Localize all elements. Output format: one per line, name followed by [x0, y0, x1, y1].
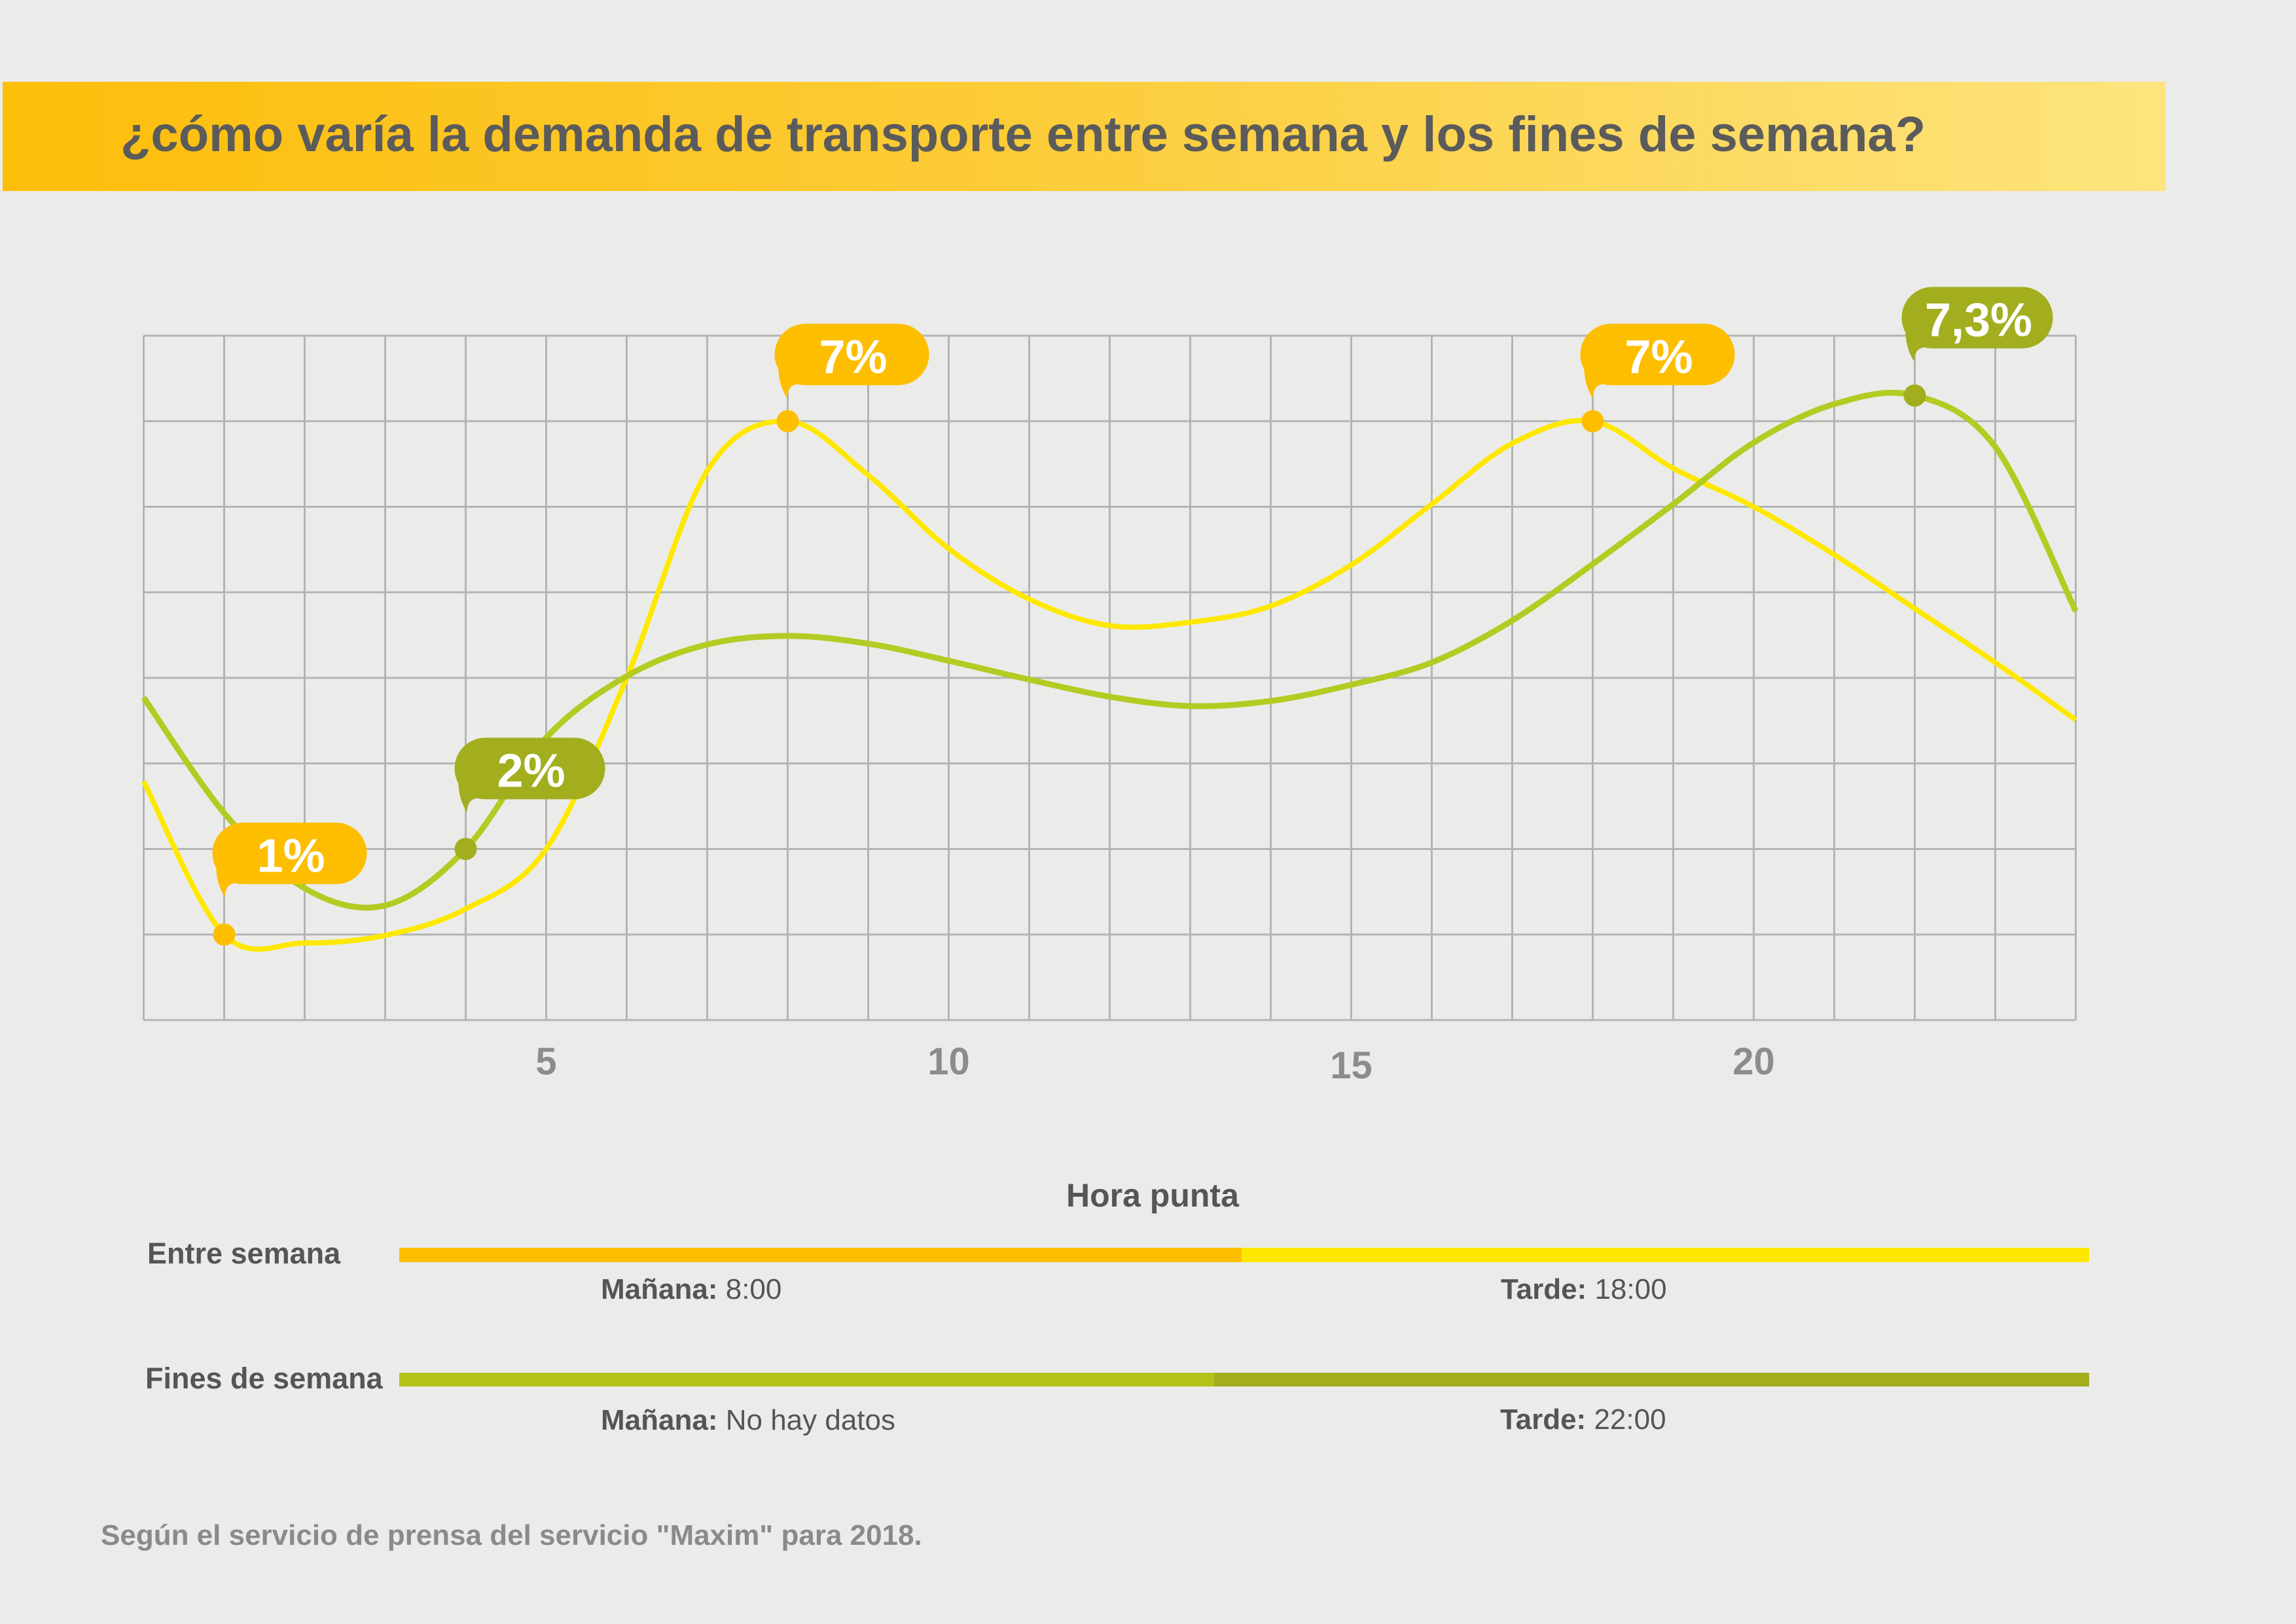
weekend-evening-segment — [1214, 1373, 2089, 1386]
data-label: 7,3% — [1925, 294, 2032, 347]
bubble-tail — [1905, 322, 1928, 362]
weekend-peak-bar — [399, 1373, 2089, 1386]
weekday-morning-segment — [399, 1248, 1242, 1262]
data-label-bubble: 2% — [454, 737, 605, 813]
data-point-marker — [454, 838, 477, 860]
morning-label: Mañana: — [601, 1404, 718, 1436]
bubble-tail — [1584, 359, 1607, 398]
series-line-weekend — [141, 389, 2079, 911]
source-note: Según el servicio de prensa del servicio… — [101, 1519, 922, 1551]
weekend-evening-peak: Tarde: 22:00 — [1500, 1405, 1666, 1434]
data-label-bubble: 7,3% — [1901, 287, 2053, 362]
bubble-body — [1580, 323, 1735, 385]
series-line-weekday — [141, 417, 2077, 952]
bubble-body — [454, 737, 605, 800]
bubble-body — [212, 822, 367, 885]
data-label: 2% — [497, 745, 565, 798]
bubble-tail — [778, 359, 801, 398]
bubble-body — [1901, 287, 2053, 349]
data-label-bubble: 7% — [1580, 323, 1735, 398]
weekday-morning-peak: Mañana: 8:00 — [601, 1275, 781, 1304]
weekend-row-label: Fines de semana — [145, 1362, 383, 1395]
chart-data-labels: 1% 2% 7% 7% 7,3% — [212, 287, 2053, 898]
data-label: 7% — [819, 331, 887, 383]
evening-value: 18:00 — [1594, 1273, 1667, 1305]
data-label: 1% — [257, 830, 325, 882]
bubble-body — [774, 323, 929, 385]
morning-value: No hay datos — [725, 1404, 895, 1436]
bubble-tail — [458, 773, 481, 813]
data-label: 7% — [1624, 331, 1693, 383]
line-chart: 1% 2% 7% 7% 7,3% — [141, 287, 2079, 1021]
chart-grid — [143, 334, 2077, 1021]
weekday-peak-bar — [399, 1248, 2089, 1262]
data-point-marker — [776, 410, 799, 432]
data-point-marker — [1903, 384, 1926, 407]
weekday-row-label: Entre semana — [147, 1237, 341, 1270]
bubble-tail — [216, 858, 239, 898]
page-title: ¿cómo varía la demanda de transporte ent… — [120, 107, 1926, 162]
chart-series-lines — [141, 389, 2079, 952]
morning-label: Mañana: — [601, 1273, 718, 1305]
data-label-bubble: 7% — [774, 323, 929, 398]
data-point-marker — [1581, 410, 1604, 432]
data-label-bubble: 1% — [212, 822, 367, 898]
evening-label: Tarde: — [1500, 1403, 1587, 1436]
evening-value: 22:00 — [1594, 1403, 1666, 1436]
weekday-evening-segment — [1242, 1248, 2089, 1262]
morning-value: 8:00 — [725, 1273, 782, 1305]
weekday-evening-peak: Tarde: 18:00 — [1501, 1275, 1667, 1304]
peak-hours-title: Hora punta — [1066, 1177, 1239, 1214]
title-banner — [3, 82, 2166, 191]
weekend-morning-peak: Mañana: No hay datos — [601, 1406, 895, 1435]
weekend-morning-segment — [399, 1373, 1214, 1386]
evening-label: Tarde: — [1501, 1273, 1587, 1305]
data-point-marker — [213, 923, 236, 946]
chart-data-markers — [213, 384, 1926, 946]
